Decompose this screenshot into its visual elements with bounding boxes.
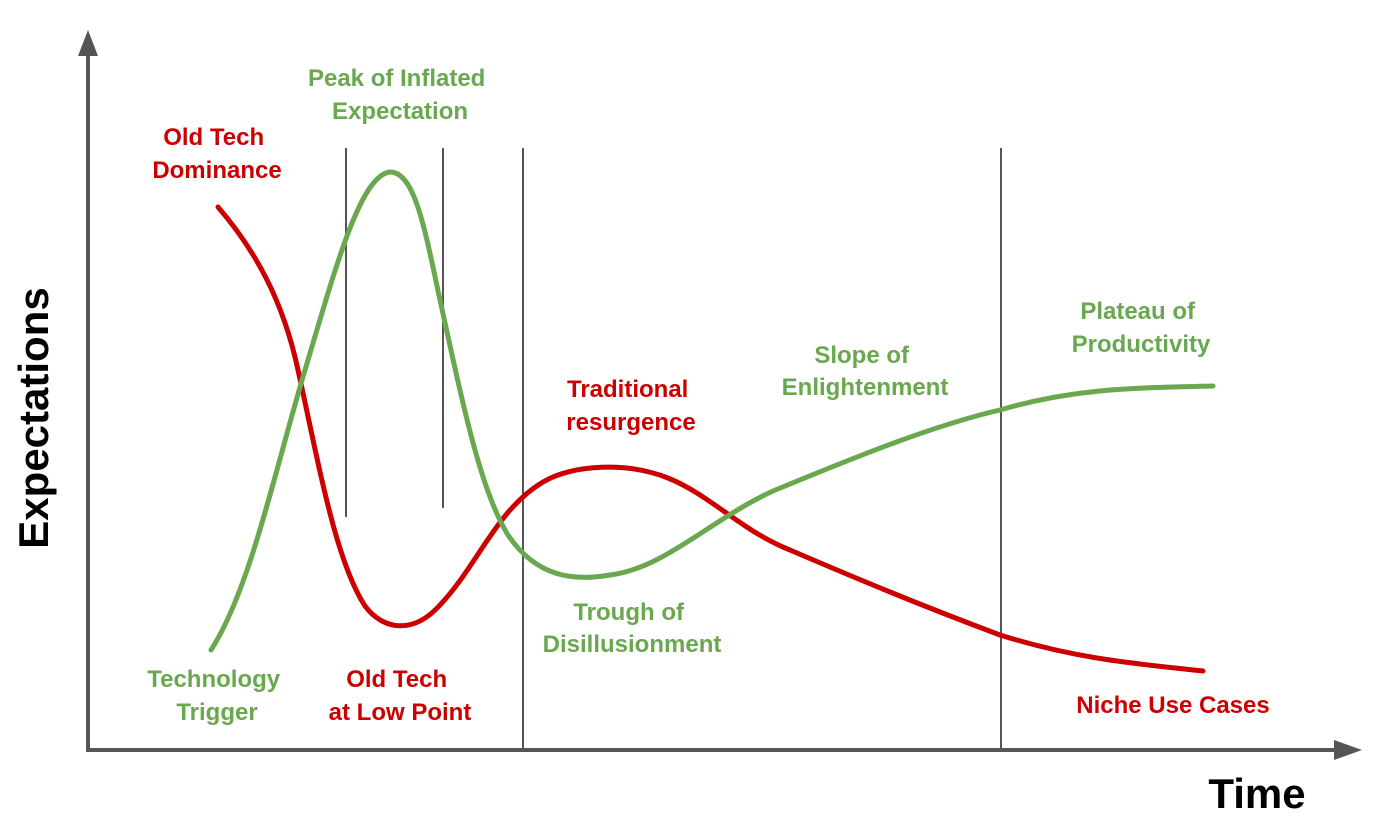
old-low-label: Old Tech at Low Point [329, 666, 472, 726]
plateau-label-line-1: Plateau of [1080, 298, 1196, 325]
traditional-label-line-2: resurgence [566, 409, 695, 436]
trigger-label-line-1: Technology [147, 666, 281, 693]
x-axis-title: Time [1208, 770, 1305, 817]
trough-label: Trough of Disillusionment [543, 599, 722, 658]
trough-label-line-2: Disillusionment [543, 631, 722, 658]
axes [78, 30, 1362, 760]
slope-label: Slope of Enlightenment [782, 342, 949, 401]
slope-label-line-2: Enlightenment [782, 374, 949, 401]
peak-label-line-1: Peak of Inflated [308, 65, 485, 92]
phase-dividers [345, 148, 1002, 750]
old-dominance-label: Old Tech Dominance [152, 124, 281, 184]
trigger-label-line-2: Trigger [176, 699, 257, 726]
traditional-label-line-1: Traditional [567, 376, 688, 403]
peak-label-line-2: Expectation [332, 98, 468, 125]
x-axis-arrowhead [1334, 740, 1362, 760]
hype-curve [208, 169, 1216, 653]
y-axis-title: Expectations [10, 287, 57, 548]
trigger-label: Technology Trigger [147, 666, 287, 726]
plateau-label-line-2: Productivity [1072, 331, 1211, 358]
trough-label-line-1: Trough of [573, 599, 685, 626]
old-dominance-label-line-1: Old Tech [163, 124, 264, 151]
slope-label-line-1: Slope of [814, 342, 910, 369]
old-dominance-label-line-2: Dominance [152, 157, 281, 184]
traditional-label: Traditional resurgence [566, 376, 695, 436]
old-tech-curve [215, 204, 1206, 674]
old-low-label-line-2: at Low Point [329, 699, 472, 726]
y-axis-arrowhead [78, 30, 98, 56]
plateau-label: Plateau of Productivity [1072, 298, 1211, 358]
old-low-label-line-1: Old Tech [346, 666, 447, 693]
peak-label: Peak of Inflated Expectation [308, 65, 492, 125]
niche-label: Niche Use Cases [1076, 692, 1269, 719]
